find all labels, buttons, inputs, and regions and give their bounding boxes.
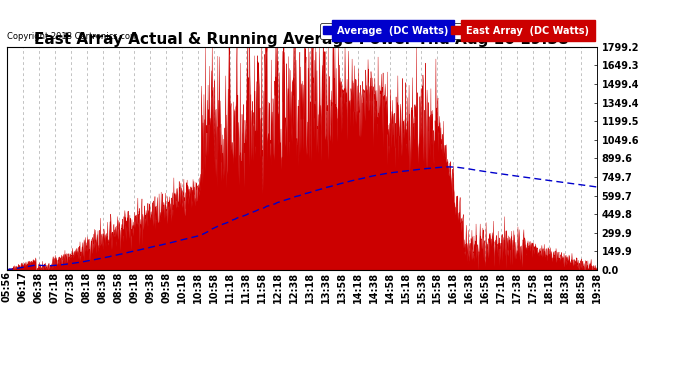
Title: East Array Actual & Running Average Power Thu Aug 16 19:38: East Array Actual & Running Average Powe…: [34, 32, 569, 47]
Text: Copyright 2018 Cartronics.com: Copyright 2018 Cartronics.com: [7, 32, 138, 41]
Legend: Average  (DC Watts), East Array  (DC Watts): Average (DC Watts), East Array (DC Watts…: [319, 23, 592, 39]
